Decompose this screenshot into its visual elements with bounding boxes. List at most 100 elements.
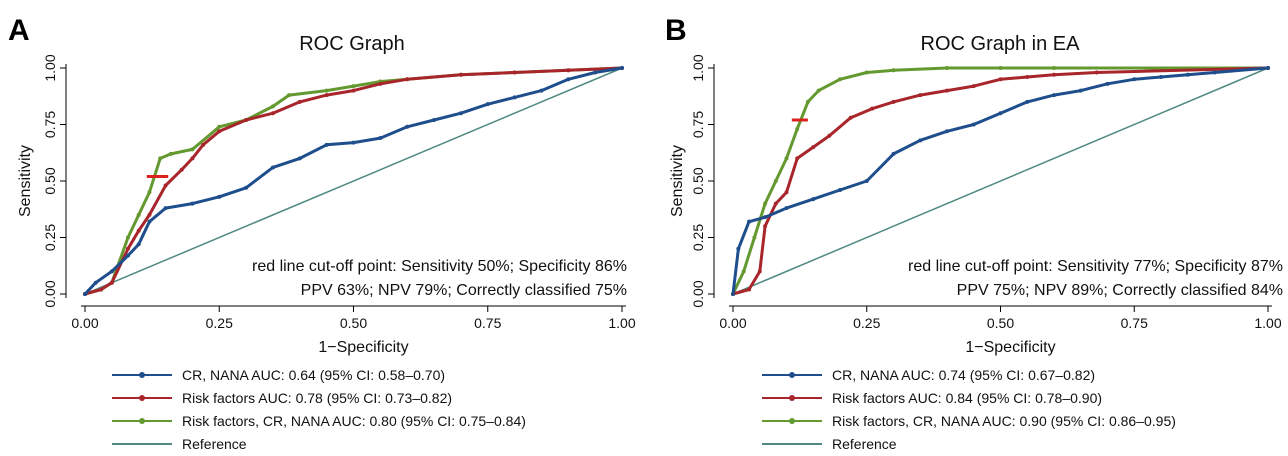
annotation-text: red line cut-off point: Sensitivity 77%;… bbox=[908, 258, 1283, 275]
series-point bbox=[945, 88, 949, 93]
series-point bbox=[757, 269, 762, 274]
series-point bbox=[485, 102, 490, 107]
series-point bbox=[147, 190, 152, 195]
series-point bbox=[773, 201, 778, 206]
reference-line bbox=[732, 67, 1269, 295]
series-point bbox=[125, 246, 130, 251]
series-point bbox=[998, 77, 1003, 82]
y-tick-label: 0.50 bbox=[42, 167, 58, 194]
series-point bbox=[566, 68, 571, 73]
x-tick-label: 0.00 bbox=[71, 315, 98, 331]
legend-marker bbox=[789, 372, 795, 378]
series-point bbox=[971, 122, 976, 127]
series-point bbox=[998, 111, 1003, 116]
series-point bbox=[351, 140, 356, 145]
series-point bbox=[1052, 93, 1056, 98]
y-tick-label: 0.00 bbox=[42, 280, 58, 307]
series-point bbox=[539, 88, 544, 93]
series-point bbox=[566, 77, 571, 82]
series-point bbox=[1159, 75, 1163, 80]
series-point bbox=[747, 219, 752, 224]
series-point bbox=[870, 106, 875, 111]
x-tick-label: 0.50 bbox=[340, 315, 367, 331]
x-tick-label: 0.75 bbox=[1121, 315, 1148, 331]
series-line bbox=[732, 66, 1269, 296]
series-point bbox=[217, 194, 222, 199]
series-point bbox=[136, 212, 141, 217]
series-point bbox=[244, 185, 249, 190]
series-point bbox=[190, 156, 195, 161]
series-point bbox=[747, 287, 752, 292]
y-tick-label: 0.50 bbox=[690, 167, 706, 194]
y-tick-label: 0.75 bbox=[690, 111, 706, 138]
series-point bbox=[763, 201, 768, 206]
series-point bbox=[217, 124, 222, 129]
series-point bbox=[827, 133, 832, 138]
series-point bbox=[147, 219, 152, 224]
y-tick-label: 0.25 bbox=[690, 224, 706, 251]
series-point bbox=[918, 93, 923, 98]
series-point bbox=[838, 77, 842, 82]
series-point bbox=[458, 72, 463, 77]
series-point bbox=[1266, 66, 1270, 70]
series-point bbox=[297, 156, 302, 161]
legend-entry: CR, NANA AUC: 0.74 (95% CI: 0.67–0.82) bbox=[832, 367, 1095, 383]
series-point bbox=[1132, 77, 1137, 82]
x-tick-label: 0.00 bbox=[719, 315, 746, 331]
series-point bbox=[324, 93, 329, 98]
series-point bbox=[83, 292, 87, 296]
series-point bbox=[109, 269, 114, 274]
series-point bbox=[1078, 88, 1083, 93]
y-tick-label: 1.00 bbox=[42, 54, 58, 81]
annotation-text: red line cut-off point: Sensitivity 50%;… bbox=[252, 258, 627, 275]
series-point bbox=[1052, 66, 1056, 70]
series-point bbox=[891, 68, 896, 73]
legend-entry: CR, NANA AUC: 0.64 (95% CI: 0.58–0.70) bbox=[182, 367, 445, 383]
annotation-text: PPV 63%; NPV 79%; Correctly classified 7… bbox=[301, 282, 627, 299]
series-point bbox=[163, 206, 168, 211]
series-point bbox=[378, 81, 383, 86]
series-point bbox=[99, 287, 104, 292]
y-tick-label: 1.00 bbox=[690, 54, 706, 81]
series-point bbox=[163, 183, 168, 188]
series-point bbox=[405, 124, 410, 129]
series-line bbox=[731, 66, 1269, 295]
x-tick-label: 0.25 bbox=[206, 315, 233, 331]
series-point bbox=[1212, 70, 1217, 75]
series-point bbox=[244, 117, 249, 122]
series-point bbox=[945, 66, 949, 70]
series-point bbox=[731, 292, 735, 296]
series-point bbox=[891, 151, 896, 156]
series-point bbox=[125, 253, 130, 258]
series-point bbox=[351, 88, 356, 93]
series-point bbox=[201, 142, 206, 147]
series-point bbox=[784, 206, 789, 211]
series-point bbox=[136, 228, 141, 233]
legend-marker bbox=[139, 395, 145, 401]
series-point bbox=[784, 156, 789, 161]
series-point bbox=[811, 145, 816, 150]
x-tick-label: 0.25 bbox=[853, 315, 880, 331]
series-point bbox=[1052, 72, 1056, 77]
series-line bbox=[731, 66, 1268, 295]
chart-title: ROC Graph bbox=[299, 33, 405, 55]
series-point bbox=[270, 111, 275, 116]
series-point bbox=[458, 111, 463, 116]
series-point bbox=[773, 179, 778, 183]
series-point bbox=[795, 156, 800, 161]
chart-title: ROC Graph in EA bbox=[921, 33, 1081, 55]
series-point bbox=[752, 235, 757, 240]
series-point bbox=[287, 93, 292, 98]
legend-marker bbox=[789, 418, 795, 424]
series-point bbox=[848, 115, 853, 120]
legend-entry: Risk factors, CR, NANA AUC: 0.80 (95% CI… bbox=[182, 413, 526, 429]
series-point bbox=[190, 201, 195, 206]
series-point bbox=[109, 280, 114, 285]
series-point bbox=[324, 142, 329, 147]
x-tick-label: 1.00 bbox=[1254, 315, 1281, 331]
x-tick-label: 1.00 bbox=[608, 315, 635, 331]
series-point bbox=[741, 269, 746, 274]
legend-marker bbox=[789, 395, 795, 401]
panel-letter: B bbox=[665, 14, 687, 47]
series-point bbox=[217, 129, 222, 134]
